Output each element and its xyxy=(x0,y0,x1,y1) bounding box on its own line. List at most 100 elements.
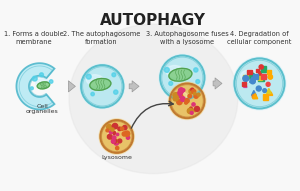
Circle shape xyxy=(190,111,193,114)
Circle shape xyxy=(116,140,119,142)
Circle shape xyxy=(248,73,255,80)
Circle shape xyxy=(194,94,198,98)
Ellipse shape xyxy=(86,75,103,85)
Circle shape xyxy=(187,108,193,114)
Circle shape xyxy=(127,132,129,135)
Circle shape xyxy=(175,95,178,99)
Circle shape xyxy=(107,125,112,129)
Circle shape xyxy=(243,75,249,81)
Circle shape xyxy=(180,97,185,101)
Ellipse shape xyxy=(169,82,206,119)
Circle shape xyxy=(112,139,116,143)
Circle shape xyxy=(122,132,126,136)
Circle shape xyxy=(112,125,116,128)
Bar xyxy=(263,94,268,100)
Circle shape xyxy=(124,131,130,136)
Circle shape xyxy=(116,146,119,150)
Circle shape xyxy=(114,90,118,94)
Circle shape xyxy=(112,136,116,139)
Circle shape xyxy=(266,82,270,86)
Ellipse shape xyxy=(80,64,124,109)
Circle shape xyxy=(177,99,182,105)
Circle shape xyxy=(250,79,255,84)
Circle shape xyxy=(185,99,189,103)
Ellipse shape xyxy=(36,79,49,88)
Ellipse shape xyxy=(233,57,286,110)
Circle shape xyxy=(184,101,188,104)
Circle shape xyxy=(189,89,194,94)
Circle shape xyxy=(178,88,184,93)
Circle shape xyxy=(190,107,192,109)
Bar xyxy=(256,69,260,72)
Ellipse shape xyxy=(90,79,111,90)
Bar xyxy=(242,82,246,87)
Circle shape xyxy=(126,136,130,139)
Ellipse shape xyxy=(169,68,192,81)
Circle shape xyxy=(192,103,195,106)
Circle shape xyxy=(30,87,33,90)
Circle shape xyxy=(32,76,37,81)
Circle shape xyxy=(194,68,198,72)
Circle shape xyxy=(252,95,256,99)
Text: 2. The autophagosome
formation: 2. The autophagosome formation xyxy=(63,31,140,45)
Bar xyxy=(247,70,252,74)
Circle shape xyxy=(261,75,265,79)
Bar xyxy=(258,76,262,80)
Circle shape xyxy=(106,129,109,132)
Circle shape xyxy=(192,90,196,94)
Ellipse shape xyxy=(159,54,206,101)
Ellipse shape xyxy=(166,66,183,77)
Polygon shape xyxy=(257,71,262,76)
Ellipse shape xyxy=(107,128,117,135)
Circle shape xyxy=(91,92,94,96)
Circle shape xyxy=(268,75,272,79)
Circle shape xyxy=(259,65,263,69)
Circle shape xyxy=(256,86,261,91)
Ellipse shape xyxy=(234,58,285,108)
Ellipse shape xyxy=(99,119,134,154)
Circle shape xyxy=(111,139,115,143)
Circle shape xyxy=(40,73,44,77)
Circle shape xyxy=(191,88,194,91)
Ellipse shape xyxy=(160,55,205,100)
Bar xyxy=(261,74,266,79)
Circle shape xyxy=(50,80,53,83)
Polygon shape xyxy=(16,63,55,109)
Circle shape xyxy=(179,94,183,98)
Text: Cell
organelles: Cell organelles xyxy=(26,104,59,114)
Ellipse shape xyxy=(241,70,261,82)
Circle shape xyxy=(118,127,121,131)
Circle shape xyxy=(116,133,119,136)
Circle shape xyxy=(194,92,196,95)
Circle shape xyxy=(178,91,182,95)
Circle shape xyxy=(113,131,116,134)
Ellipse shape xyxy=(81,65,124,108)
Circle shape xyxy=(196,80,200,83)
Circle shape xyxy=(112,73,116,77)
Text: 3. Autophagosome fuses
with a lysosome: 3. Autophagosome fuses with a lysosome xyxy=(146,31,229,45)
Polygon shape xyxy=(253,94,258,99)
Text: 1. Forms a double
membrane: 1. Forms a double membrane xyxy=(4,31,64,45)
Polygon shape xyxy=(251,91,256,95)
Polygon shape xyxy=(250,77,255,82)
Bar xyxy=(253,74,258,79)
Bar xyxy=(258,75,264,81)
Polygon shape xyxy=(268,74,272,78)
Circle shape xyxy=(114,141,118,145)
Circle shape xyxy=(120,127,124,130)
Circle shape xyxy=(182,89,185,91)
Polygon shape xyxy=(244,84,247,87)
Circle shape xyxy=(118,127,121,130)
Ellipse shape xyxy=(37,82,50,89)
Circle shape xyxy=(194,106,200,111)
Circle shape xyxy=(263,89,266,92)
Circle shape xyxy=(123,125,127,130)
Circle shape xyxy=(194,109,196,112)
Circle shape xyxy=(176,92,181,97)
Circle shape xyxy=(118,139,122,143)
Circle shape xyxy=(188,94,192,98)
Circle shape xyxy=(197,93,200,96)
Polygon shape xyxy=(269,92,273,95)
Circle shape xyxy=(86,74,91,79)
Circle shape xyxy=(269,75,272,78)
